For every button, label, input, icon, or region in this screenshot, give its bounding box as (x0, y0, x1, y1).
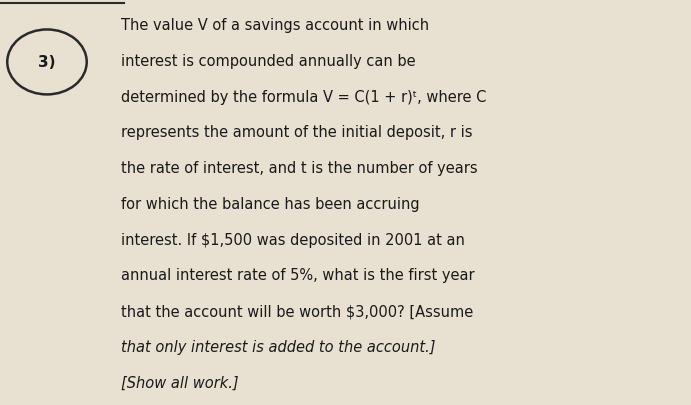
Text: that the account will be worth $3,000? [Assume: that the account will be worth $3,000? [… (121, 303, 473, 318)
Text: interest. If $1,500 was deposited in 2001 at an: interest. If $1,500 was deposited in 200… (121, 232, 465, 247)
Text: for which the balance has been accruing: for which the balance has been accruing (121, 196, 419, 211)
Text: interest is compounded annually can be: interest is compounded annually can be (121, 54, 415, 69)
Text: 3): 3) (38, 55, 56, 70)
Text: The value V of a savings account in which: The value V of a savings account in whic… (121, 18, 429, 33)
Text: that only interest is added to the account.]: that only interest is added to the accou… (121, 339, 435, 354)
Text: [Show all work.]: [Show all work.] (121, 375, 238, 390)
Text: represents the amount of the initial deposit, r is: represents the amount of the initial dep… (121, 125, 473, 140)
Text: annual interest rate of 5%, what is the first year: annual interest rate of 5%, what is the … (121, 268, 475, 283)
Text: determined by the formula V = C(1 + r)ᵗ, where C: determined by the formula V = C(1 + r)ᵗ,… (121, 90, 486, 104)
Text: the rate of interest, and t is the number of years: the rate of interest, and t is the numbe… (121, 161, 477, 176)
